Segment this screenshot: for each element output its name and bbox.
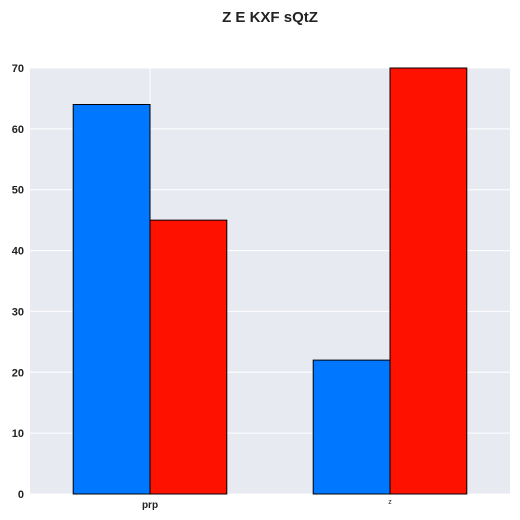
y-tick-label: 0 <box>18 489 24 501</box>
chart-title: Z E KXF sQtZ <box>222 9 318 26</box>
y-tick-label: 10 <box>12 428 24 440</box>
bars <box>72 67 468 495</box>
bar-series2-prp <box>149 219 228 495</box>
y-tick-label: 70 <box>12 63 24 75</box>
x-axis: prp z <box>142 499 392 511</box>
x-tick-label-prp: prp <box>142 500 158 511</box>
bar-series1-z <box>312 359 391 495</box>
y-tick-label: 30 <box>12 306 24 318</box>
bar-series2-z <box>389 67 468 495</box>
bar-series1-prp <box>72 104 151 495</box>
y-tick-label: 40 <box>12 246 24 258</box>
y-tick-label: 60 <box>12 124 24 136</box>
y-axis: 0 10 20 30 40 50 60 70 <box>12 63 24 501</box>
y-tick-label: 20 <box>12 367 24 379</box>
y-tick-label: 50 <box>12 185 24 197</box>
x-tick-label-z: z <box>388 499 392 506</box>
